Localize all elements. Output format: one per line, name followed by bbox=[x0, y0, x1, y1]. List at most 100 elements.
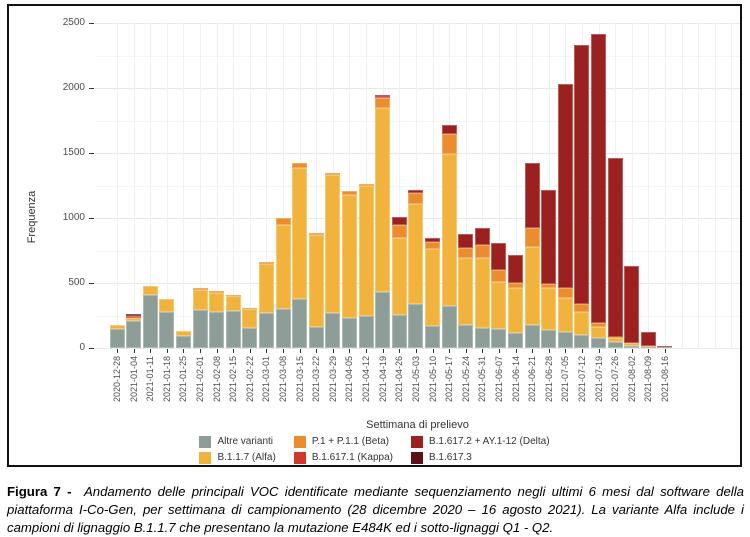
x-tick-label: 2021-03-22 bbox=[311, 356, 322, 403]
chart-legend: Altre varianti B.1.1.7 (Alfa) P.1 + P.1.1 … bbox=[9, 435, 740, 464]
x-tick-mark bbox=[283, 349, 284, 353]
gridline bbox=[134, 23, 135, 349]
bar-segment-alfa bbox=[375, 108, 391, 293]
bar-segment-delta bbox=[607, 157, 623, 337]
y-tick-label: 500 bbox=[68, 277, 85, 288]
y-tick-label: 1500 bbox=[62, 147, 85, 158]
gridline bbox=[648, 23, 649, 349]
gridline bbox=[665, 23, 666, 349]
bar-segment-alfa bbox=[541, 288, 557, 330]
bar-segment-altre bbox=[109, 329, 125, 348]
bar-segment-altre bbox=[657, 346, 673, 348]
gridline bbox=[482, 23, 483, 349]
bar-segment-delta bbox=[375, 95, 391, 98]
x-tick-label: 2020-12-28 bbox=[112, 356, 122, 403]
x-tick-label: 2021-05-31 bbox=[477, 356, 488, 403]
bar-segment-altre bbox=[441, 305, 457, 348]
bar-column bbox=[225, 294, 241, 348]
bar-segment-kappa bbox=[126, 316, 142, 319]
bar-segment-alfa bbox=[508, 288, 524, 334]
y-tick-mark bbox=[89, 218, 94, 219]
bar-column bbox=[126, 313, 142, 348]
bar-segment-altre bbox=[225, 310, 241, 348]
gridline bbox=[95, 88, 740, 89]
bar-segment-altre bbox=[258, 312, 274, 348]
legend-label: P.1 + P.1.1 (Beta) bbox=[311, 436, 389, 447]
x-tick-mark bbox=[399, 349, 400, 353]
legend-label: B.1.617.2 + AY.1-12 (Delta) bbox=[428, 436, 550, 447]
gridline bbox=[399, 23, 400, 349]
x-tick-label: 2021-05-03 bbox=[410, 356, 421, 403]
bar-segment-delta bbox=[624, 266, 640, 344]
x-tick-label: 2021-06-14 bbox=[510, 356, 521, 403]
bar-segment-altre bbox=[640, 347, 656, 348]
bar-column bbox=[258, 261, 274, 348]
bar-segment-alfa bbox=[474, 258, 490, 328]
gridline bbox=[95, 348, 740, 349]
gridline bbox=[349, 23, 350, 349]
legend-swatch-kappa bbox=[293, 451, 306, 464]
x-tick-label: 2021-06-28 bbox=[543, 356, 554, 403]
bar-column bbox=[308, 232, 324, 348]
x-tick-mark bbox=[648, 349, 649, 353]
y-tick-mark bbox=[89, 348, 94, 349]
bar-column bbox=[458, 233, 474, 348]
bar-segment-altre bbox=[292, 298, 308, 348]
x-tick-mark bbox=[200, 349, 201, 353]
bar-segment-beta bbox=[341, 191, 357, 195]
x-tick-label: 2021-02-01 bbox=[195, 356, 206, 403]
bar-segment-alfa bbox=[209, 293, 225, 312]
x-tick-label: 2021-01-04 bbox=[128, 356, 139, 403]
gridline bbox=[250, 23, 251, 349]
bar-segment-altre bbox=[425, 325, 440, 348]
bar-segment-altre bbox=[325, 312, 341, 348]
bar-segment-altre bbox=[591, 338, 607, 348]
x-tick-mark bbox=[632, 349, 633, 353]
bar-segment-delta bbox=[391, 216, 407, 226]
legend-label: Altre varianti bbox=[217, 436, 274, 447]
x-tick-label: 2021-04-26 bbox=[394, 356, 405, 403]
legend-item-kappa: B.1.617.1 (Kappa) bbox=[293, 451, 393, 464]
bar-column bbox=[175, 331, 191, 348]
bar-segment-beta bbox=[591, 323, 607, 327]
x-tick-mark bbox=[150, 349, 151, 353]
x-tick-mark bbox=[466, 349, 467, 353]
bar-segment-kappa bbox=[375, 97, 391, 99]
bar-column bbox=[541, 190, 557, 348]
bar-segment-beta bbox=[557, 288, 573, 298]
gridline bbox=[95, 120, 740, 122]
bar-segment-beta bbox=[541, 284, 557, 289]
legend-swatch-alfa bbox=[199, 451, 212, 464]
x-tick-mark bbox=[349, 349, 350, 353]
bar-segment-altre bbox=[607, 342, 623, 348]
x-tick-mark bbox=[532, 349, 533, 353]
bar-segment-beta bbox=[292, 162, 308, 168]
bar-segment-beta bbox=[308, 232, 324, 235]
gridline bbox=[466, 23, 467, 349]
bar-segment-alfa bbox=[391, 238, 407, 315]
bar-column bbox=[292, 162, 308, 348]
bar-segment-beta bbox=[391, 225, 407, 239]
bar-column bbox=[591, 34, 607, 348]
legend-label: B.1.617.1 (Kappa) bbox=[311, 452, 393, 463]
legend-column: Altre varianti B.1.1.7 (Alfa) bbox=[199, 435, 276, 464]
x-tick-mark bbox=[366, 349, 367, 353]
legend-item-altre: Altre varianti bbox=[199, 435, 275, 448]
bar-segment-beta bbox=[474, 245, 490, 259]
x-tick-label: 2021-07-12 bbox=[576, 356, 587, 403]
bar-segment-beta bbox=[225, 294, 241, 296]
bar-segment-altre bbox=[126, 320, 142, 348]
bar-column bbox=[391, 216, 407, 348]
x-tick-mark bbox=[516, 349, 517, 353]
legend-column: B.1.617.2 + AY.1-12 (Delta) B.1.617.3 bbox=[410, 435, 550, 464]
bar-column bbox=[408, 190, 424, 348]
x-tick-label: 2021-04-05 bbox=[344, 356, 355, 403]
gridline bbox=[95, 185, 740, 187]
bar-segment-beta bbox=[491, 270, 507, 282]
gridline bbox=[167, 23, 168, 349]
x-tick-mark bbox=[433, 349, 434, 353]
bar-segment-alfa bbox=[292, 167, 308, 299]
bar-segment-altre bbox=[391, 314, 407, 348]
x-tick-mark bbox=[615, 349, 616, 353]
bar-column bbox=[242, 307, 258, 348]
